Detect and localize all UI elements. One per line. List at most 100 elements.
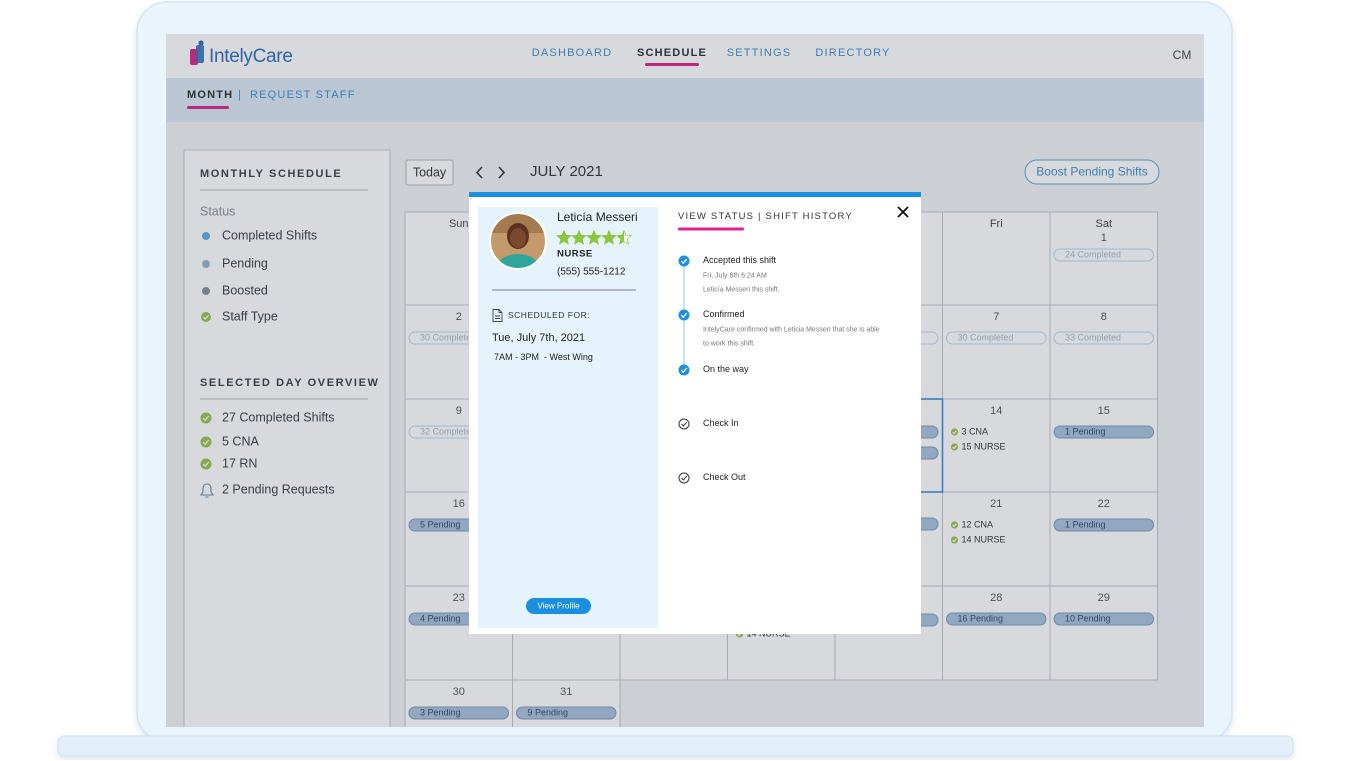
- next-month[interactable]: [498, 166, 506, 179]
- today-button[interactable]: [405, 159, 454, 186]
- sub-nav-separator: |: [238, 89, 242, 101]
- staff-count: 12 CNA: [962, 519, 994, 529]
- day-number: 7: [993, 311, 999, 323]
- check-mark: [680, 312, 688, 319]
- step-detail: Leticía Messeri this shift.: [703, 286, 780, 293]
- step-detail: Fri, July 6th 6:24 AM: [703, 272, 767, 279]
- check-mark: [203, 314, 209, 320]
- nav-link[interactable]: DIRECTORY: [815, 47, 890, 59]
- pill-label: 32 Completed: [420, 426, 476, 436]
- check-mark: [202, 439, 210, 446]
- nav-link[interactable]: SETTINGS: [727, 47, 792, 59]
- close-button[interactable]: [897, 206, 909, 218]
- overview-item: 17 RN: [222, 456, 257, 470]
- logo-text[interactable]: IntelyCare: [209, 46, 293, 67]
- pill-label: 9 Pending: [528, 707, 569, 717]
- step-title: Check Out: [703, 472, 746, 482]
- pending-step-icon: [678, 418, 690, 430]
- check-icon: [200, 436, 212, 448]
- check-icon: [678, 364, 690, 376]
- star: [616, 230, 624, 245]
- staff-phone: (555) 555-1212: [557, 267, 626, 278]
- nav-link[interactable]: DASHBOARD: [532, 47, 612, 59]
- user-initials[interactable]: CM: [1173, 48, 1192, 62]
- check-mark: [952, 523, 957, 528]
- day-cell[interactable]: [1049, 304, 1158, 400]
- view-profile-label[interactable]: View Profile: [537, 602, 580, 611]
- day-number: 2: [456, 311, 462, 323]
- day-cell[interactable]: [1049, 585, 1158, 681]
- day-cell[interactable]: [942, 398, 1051, 493]
- star: [586, 230, 602, 245]
- scheduled-label: SCHEDULED FOR:: [508, 310, 590, 320]
- today-button-label[interactable]: Today: [413, 165, 447, 179]
- boost-button[interactable]: [1024, 159, 1160, 185]
- sub-nav-link[interactable]: MONTH: [187, 89, 233, 101]
- check-icon: [201, 312, 211, 322]
- check-mark: [952, 538, 957, 543]
- boost-button-label[interactable]: Boost Pending Shifts: [1036, 165, 1147, 179]
- view-profile-button[interactable]: [526, 598, 591, 614]
- shift-date: Tue, July 7th, 2021: [492, 332, 585, 344]
- day-number: 8: [1101, 311, 1107, 323]
- pill-label: 30 Completed: [420, 332, 476, 342]
- staff-count: 14 NURSE: [962, 534, 1006, 544]
- legend-dot: [202, 232, 210, 240]
- day-number: 23: [453, 592, 465, 604]
- completed-pill[interactable]: [1053, 248, 1154, 262]
- pending-pill[interactable]: [946, 612, 1047, 626]
- nav-link[interactable]: SCHEDULE: [637, 47, 707, 59]
- status-label: Status: [200, 204, 235, 218]
- shift-time: 7AM - 3PM - West Wing: [494, 352, 593, 362]
- day-cell[interactable]: [1049, 491, 1158, 587]
- bell-icon: [199, 483, 215, 498]
- completed-pill[interactable]: [946, 331, 1047, 345]
- weekday-label: Sun: [449, 218, 469, 230]
- check-icon: [200, 412, 212, 424]
- check-icon: [678, 255, 690, 267]
- pending-pill[interactable]: [1053, 612, 1154, 626]
- step-title: Accepted this shift: [703, 255, 777, 265]
- pending-pill[interactable]: [1053, 518, 1154, 532]
- overview-item: 2 Pending Requests: [222, 482, 335, 496]
- legend-label: Completed Shifts: [222, 228, 317, 242]
- staff-count: 3 CNA: [962, 426, 989, 436]
- day-number: 16: [453, 498, 465, 510]
- staff-role: NURSE: [557, 249, 593, 260]
- weekday-label: Sat: [1095, 218, 1112, 230]
- check-mark: [681, 421, 688, 427]
- overview-title: SELECTED DAY OVERVIEW: [200, 377, 380, 389]
- check-icon: [200, 458, 212, 470]
- prev-month[interactable]: [475, 166, 483, 179]
- check-icon: [678, 309, 690, 321]
- pending-pill[interactable]: [516, 706, 617, 720]
- sub-nav-link[interactable]: REQUEST STAFF: [250, 89, 356, 101]
- modal-tabs[interactable]: VIEW STATUS | SHIFT HISTORY: [678, 211, 853, 222]
- check-mark: [681, 475, 688, 481]
- day-cell[interactable]: [942, 304, 1051, 400]
- pill-label: 30 Completed: [958, 332, 1014, 342]
- day-cell[interactable]: [942, 211, 1051, 306]
- pill-label: 4 Pending: [420, 613, 461, 623]
- completed-pill[interactable]: [1053, 331, 1154, 345]
- check-mark: [952, 445, 957, 450]
- step-title: On the way: [703, 364, 749, 374]
- pending-pill[interactable]: [1053, 425, 1154, 439]
- pill-label: 33 Completed: [1065, 332, 1121, 342]
- step-detail: to work this shift.: [703, 340, 755, 347]
- day-cell[interactable]: [1049, 398, 1158, 493]
- main-nav: DASHBOARD SCHEDULE SETTINGS DIRECTORY: [532, 47, 890, 66]
- day-overview: 27 Completed Shifts 5 CNA 17 RN 2 Pending R…: [199, 410, 335, 498]
- weekday-label: Fri: [990, 218, 1003, 230]
- pending-pill[interactable]: [408, 706, 509, 720]
- day-cell[interactable]: [942, 491, 1051, 587]
- day-number: 9: [456, 405, 462, 417]
- sub-nav: MONTH REQUEST STAFF |: [187, 89, 356, 109]
- day-number: 21: [990, 498, 1002, 510]
- day-cell[interactable]: [942, 585, 1051, 681]
- day-number: 22: [1098, 498, 1110, 510]
- overview-item: 27 Completed Shifts: [222, 410, 335, 424]
- pill-label: 3 Pending: [420, 707, 461, 717]
- day-number: 28: [990, 592, 1002, 604]
